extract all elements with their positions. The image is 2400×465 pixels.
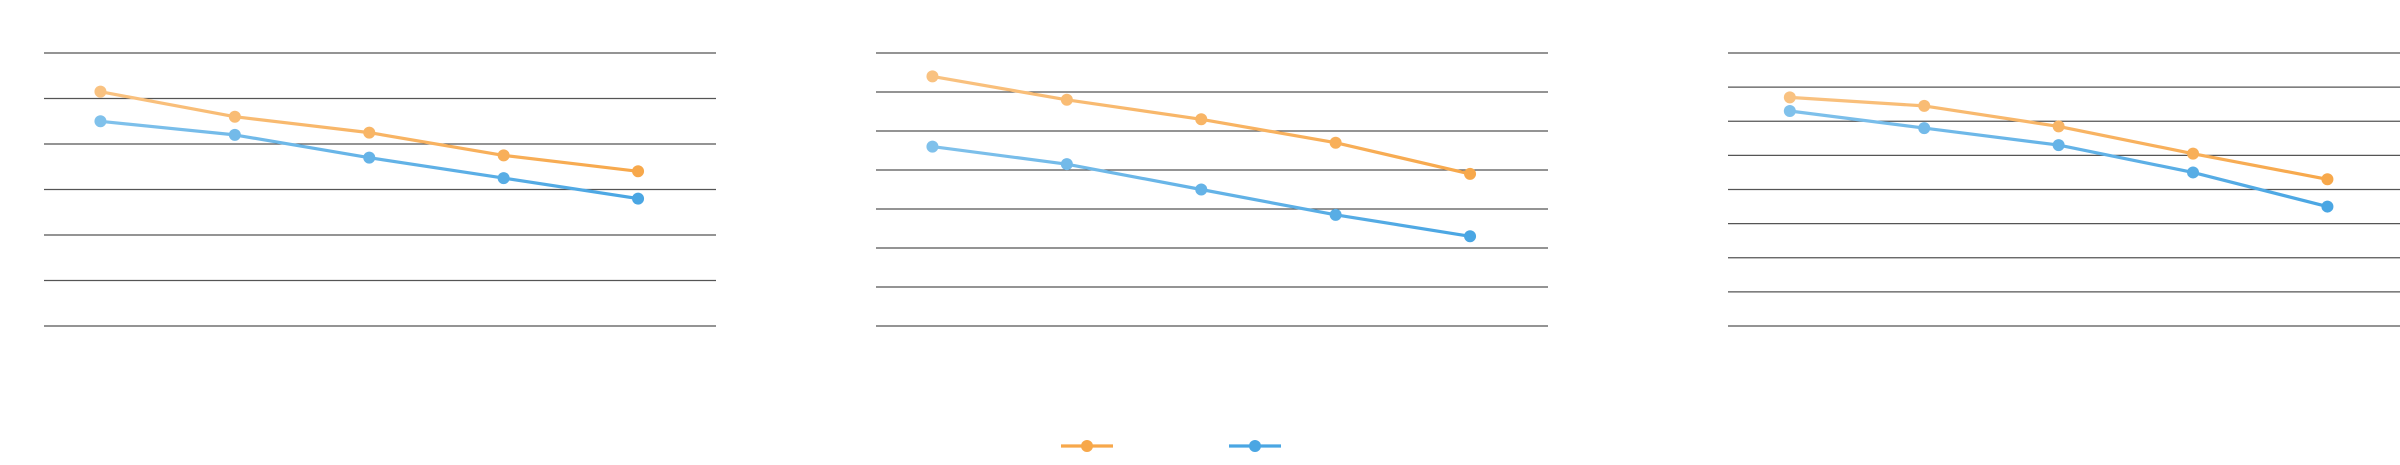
data-point xyxy=(2187,166,2200,179)
data-point xyxy=(1918,122,1931,135)
data-point xyxy=(228,110,241,123)
series-1 xyxy=(926,70,1477,180)
data-point xyxy=(1195,183,1208,196)
series-2 xyxy=(1783,105,2334,213)
data-point xyxy=(2052,120,2065,133)
series-2 xyxy=(926,140,1477,243)
data-point xyxy=(94,115,107,128)
data-point xyxy=(1464,167,1477,180)
legend xyxy=(1061,440,1281,452)
data-point xyxy=(1464,230,1477,243)
data-point xyxy=(363,151,376,164)
chart-panel-3 xyxy=(1728,52,2400,327)
data-point xyxy=(1060,93,1073,106)
data-point xyxy=(363,126,376,139)
data-point xyxy=(2321,200,2334,213)
data-point xyxy=(632,192,645,205)
legend-item-2 xyxy=(1229,440,1281,452)
legend-item-1 xyxy=(1061,440,1113,452)
series-1 xyxy=(94,85,645,178)
data-point xyxy=(2052,139,2065,152)
data-point xyxy=(94,85,107,98)
data-point xyxy=(926,70,939,83)
gridlines xyxy=(1728,52,2400,327)
data-point xyxy=(1195,113,1208,126)
data-point xyxy=(497,172,510,185)
chart-panels xyxy=(44,52,2400,327)
legend-swatch-marker xyxy=(1249,440,1261,452)
data-point xyxy=(1918,99,1931,112)
data-point xyxy=(1060,158,1073,171)
data-point xyxy=(632,165,645,178)
series-1 xyxy=(1783,91,2334,186)
chart-panel-1 xyxy=(44,52,716,327)
chart-panel-2 xyxy=(876,52,1548,327)
data-point xyxy=(1783,105,1796,118)
gridlines xyxy=(876,52,1548,327)
data-point xyxy=(1783,91,1796,104)
data-point xyxy=(2187,147,2200,160)
data-point xyxy=(926,140,939,153)
data-point xyxy=(1329,136,1342,149)
data-point xyxy=(228,128,241,141)
series-line xyxy=(1788,95,2329,181)
gridlines xyxy=(44,52,716,327)
data-point xyxy=(1329,208,1342,221)
legend-swatch-marker xyxy=(1081,440,1093,452)
data-point xyxy=(2321,173,2334,186)
series-2 xyxy=(94,115,645,205)
data-point xyxy=(497,149,510,162)
